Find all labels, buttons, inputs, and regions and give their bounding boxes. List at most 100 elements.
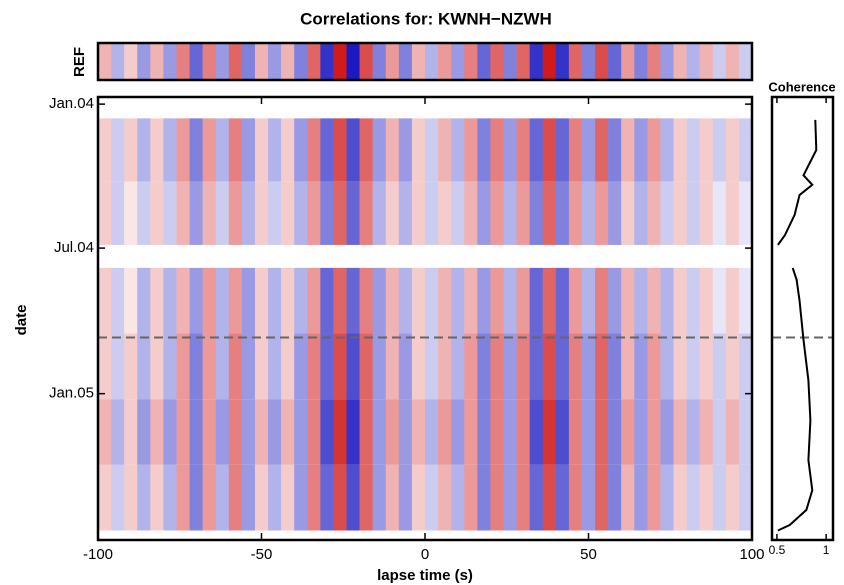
heatmap-cell [425, 399, 439, 465]
heatmap-cell [699, 399, 714, 465]
heatmap-cell [189, 181, 203, 245]
heatmap-cell [503, 464, 517, 531]
heatmap-cell [738, 333, 753, 400]
heatmap-cell [516, 333, 530, 400]
heatmap-cell [608, 267, 622, 334]
heatmap-cell [529, 181, 544, 245]
heatmap-cell [516, 118, 530, 182]
heatmap-cell [503, 399, 517, 465]
heatmap-cell [725, 181, 740, 245]
heatmap-cell [111, 333, 125, 400]
heatmap-cell [346, 181, 360, 245]
heatmap-cell [490, 181, 504, 245]
chart-title: Correlations for: KWNH−NZWH [300, 9, 552, 28]
heatmap-cell [385, 181, 400, 245]
heatmap-cell [516, 181, 530, 245]
heatmap-cell [411, 464, 426, 531]
heatmap-cell [385, 399, 400, 465]
heatmap-cell [621, 118, 635, 182]
heatmap-cell [333, 464, 347, 531]
heatmap-cell [529, 464, 544, 531]
heatmap-cell [202, 181, 217, 245]
ref-label: REF [71, 47, 88, 77]
heatmap-cell [228, 267, 243, 334]
heatmap-cell [451, 333, 465, 400]
heatmap-cell [438, 118, 452, 182]
heatmap-cell [215, 118, 230, 182]
y-tick-label: Jan.05 [49, 385, 94, 402]
heatmap-cell [673, 267, 687, 334]
ref-cell [490, 43, 504, 80]
ref-cell [359, 43, 373, 80]
ref-cell [503, 43, 517, 80]
heatmap-cell [699, 333, 714, 400]
heatmap-cell [189, 118, 203, 182]
heatmap-cell [320, 333, 334, 400]
heatmap-cell [738, 181, 753, 245]
heatmap-cell [176, 181, 190, 245]
heatmap-cell [294, 118, 308, 182]
heatmap-cell [98, 181, 112, 245]
heatmap-cell [503, 181, 517, 245]
heatmap-cell [673, 181, 687, 245]
heatmap-cell [738, 118, 753, 182]
ref-cell [712, 43, 727, 80]
heatmap-cell [425, 267, 439, 334]
heatmap-cell [555, 333, 570, 400]
heatmap-cell [660, 333, 674, 400]
heatmap-cell [333, 267, 347, 334]
ref-cell [542, 43, 557, 80]
heatmap-cell [634, 118, 648, 182]
heatmap-cell [385, 118, 400, 182]
heatmap-cell [555, 118, 570, 182]
ref-cell [634, 43, 648, 80]
heatmap-cell [281, 267, 295, 334]
heatmap-cell [503, 267, 517, 334]
heatmap-cell [241, 333, 256, 400]
heatmap-cell [111, 399, 125, 465]
heatmap-cell [542, 399, 557, 465]
heatmap-cell [725, 267, 740, 334]
heatmap-cell [307, 399, 321, 465]
heatmap-cell [268, 181, 282, 245]
heatmap-cell [673, 399, 687, 465]
y-tick-label: Jul.04 [54, 239, 94, 256]
ref-cell [438, 43, 452, 80]
heatmap-cell [150, 464, 164, 531]
heatmap-cell [581, 267, 596, 334]
ref-cell [725, 43, 740, 80]
heatmap-cell [254, 464, 269, 531]
heatmap-cell [608, 464, 622, 531]
heatmap-cell [254, 181, 269, 245]
x-tick-label: 50 [580, 546, 597, 563]
heatmap-cell [503, 118, 517, 182]
ref-cell [189, 43, 203, 80]
heatmap-cell [150, 181, 164, 245]
heatmap-cell [189, 399, 203, 465]
heatmap-cell [595, 464, 609, 531]
heatmap-cell [176, 118, 190, 182]
x-tick-label: -50 [251, 546, 273, 563]
ref-cell [268, 43, 282, 80]
heatmap-cell [595, 118, 609, 182]
heatmap-cell [228, 399, 243, 465]
heatmap-cell [438, 399, 452, 465]
heatmap-cell [189, 267, 203, 334]
heatmap-cell [712, 267, 727, 334]
x-tick-label: -100 [83, 546, 113, 563]
ref-cell [307, 43, 321, 80]
heatmap-cell [647, 464, 661, 531]
heatmap-cell [555, 181, 570, 245]
heatmap-cell [359, 464, 373, 531]
heatmap-cell [411, 267, 426, 334]
heatmap-cell [281, 333, 295, 400]
ref-cell [451, 43, 465, 80]
heatmap-cell [163, 181, 177, 245]
heatmap-cell [228, 333, 243, 400]
heatmap-cell [425, 181, 439, 245]
heatmap-cell [634, 333, 648, 400]
heatmap-cell [608, 333, 622, 400]
heatmap-cell [268, 118, 282, 182]
ref-cell [385, 43, 400, 80]
